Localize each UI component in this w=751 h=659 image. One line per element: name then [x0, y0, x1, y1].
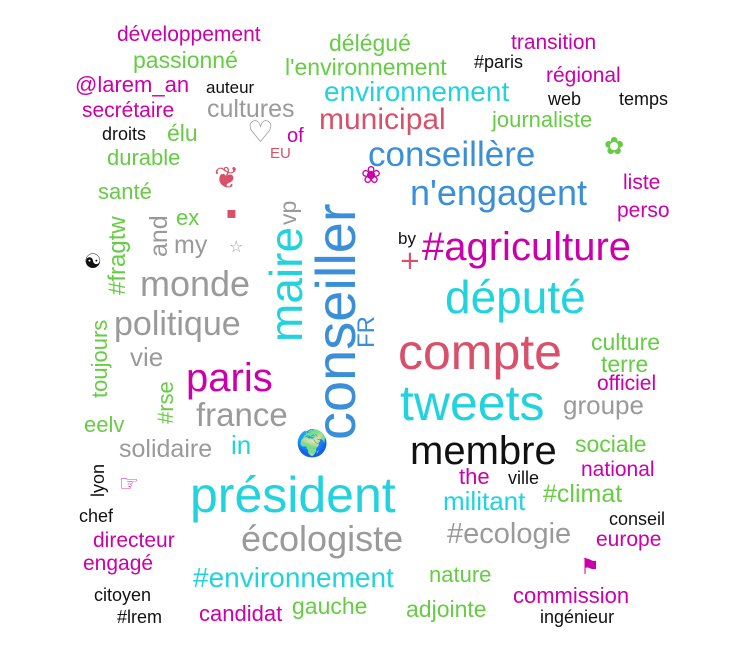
- word-engage: engagé: [83, 552, 154, 575]
- word-monde: monde: [140, 263, 251, 304]
- word-journaliste: journaliste: [492, 107, 593, 132]
- word-militant: militant: [443, 486, 526, 516]
- word-larem-an: @larem_an: [75, 72, 190, 97]
- word-conseillere: conseillère: [368, 135, 536, 174]
- star-icon: ☆: [229, 237, 244, 256]
- globe-icon: 🌍: [296, 429, 329, 459]
- word-europe: europe: [596, 528, 662, 551]
- word-nengagent: n'engagent: [410, 172, 588, 213]
- word-politique: politique: [114, 305, 241, 343]
- word-fr: FR: [353, 316, 380, 348]
- word-maire: maire: [260, 226, 312, 342]
- word-citoyen: citoyen: [94, 585, 152, 605]
- word-cultures: cultures: [207, 95, 295, 123]
- word-delegue: délégué: [329, 30, 411, 56]
- plus-icon: +: [399, 246, 421, 276]
- word-elu: élu: [167, 120, 198, 146]
- word-liste: liste: [623, 171, 661, 194]
- word-environnement: environnement: [324, 76, 510, 107]
- word-hashtag-environnement: #environnement: [193, 562, 394, 593]
- word-perso: perso: [617, 199, 670, 222]
- pointing-hand-icon: ☞: [119, 472, 139, 497]
- word-hashtag-ecologie: #ecologie: [447, 518, 572, 550]
- word-temps: temps: [619, 89, 669, 109]
- word-sociale: sociale: [575, 431, 647, 457]
- word-toujours: toujours: [87, 319, 112, 398]
- word-of: of: [287, 125, 304, 147]
- word-hashtag-fragtw: #fragtw: [104, 216, 131, 295]
- word-chef: chef: [79, 506, 114, 526]
- small-square-icon: ▪: [226, 203, 237, 222]
- word-hashtag-paris: #paris: [474, 52, 524, 72]
- word-ex: ex: [176, 205, 200, 230]
- word-secretaire: secrétaire: [82, 99, 175, 122]
- word-eelv: eelv: [84, 412, 125, 437]
- word-sante: santé: [98, 179, 152, 204]
- word-adjointe: adjointe: [406, 596, 487, 622]
- word-candidat: candidat: [199, 601, 283, 626]
- word-ville: ville: [508, 468, 540, 488]
- word-conseil: conseil: [609, 509, 666, 529]
- word-my: my: [174, 231, 208, 259]
- seedling-icon: ❦: [214, 161, 240, 196]
- word-officiel: officiel: [597, 372, 657, 395]
- word-agriculture: #agriculture: [422, 225, 632, 269]
- word-ingenieur: ingénieur: [540, 607, 615, 627]
- word-droits: droits: [102, 124, 147, 144]
- word-directeur: directeur: [93, 529, 175, 552]
- flower-icon: ✿: [604, 132, 625, 160]
- word-president: président: [190, 467, 396, 523]
- word-solidaire: solidaire: [119, 435, 213, 463]
- word-lyon: lyon: [88, 463, 108, 497]
- word-transition: transition: [511, 31, 597, 54]
- word-and: and: [145, 215, 173, 257]
- word-compte: compte: [398, 324, 562, 380]
- word-terre: terre: [601, 351, 649, 377]
- word-eu: EU: [270, 145, 291, 162]
- yin-yang-icon: ☯: [84, 249, 102, 273]
- word-culture: culture: [591, 329, 661, 355]
- word-auteur: auteur: [206, 78, 255, 97]
- word-passionne: passionné: [133, 47, 238, 73]
- word-commission: commission: [513, 583, 630, 608]
- word-depute: député: [445, 271, 586, 323]
- word-gauche: gauche: [292, 593, 368, 619]
- word-tweets: tweets: [400, 375, 545, 431]
- word-vp: vp: [275, 200, 301, 225]
- flag-icon: ⚑: [580, 555, 600, 580]
- word-hashtag-rse: #rse: [153, 381, 178, 424]
- word-developpement: développement: [117, 23, 261, 46]
- word-france: france: [196, 396, 288, 433]
- word-nature: nature: [429, 562, 492, 587]
- heart-icon: ♡: [247, 115, 274, 150]
- bee-icon: ❀: [361, 161, 382, 189]
- word-lenvironnement: l'environnement: [285, 54, 447, 80]
- word-durable: durable: [107, 145, 181, 170]
- word-national: national: [581, 458, 655, 481]
- word-by: by: [398, 229, 416, 248]
- word-regional: régional: [546, 64, 621, 87]
- word-hashtag-climat: #climat: [543, 480, 623, 508]
- word-in: in: [231, 430, 252, 460]
- word-membre: membre: [410, 429, 557, 473]
- word-groupe: groupe: [563, 390, 644, 420]
- word-vie: vie: [130, 342, 164, 372]
- word-paris: paris: [186, 356, 273, 400]
- word-web: web: [548, 89, 582, 109]
- word-ecologiste: écologiste: [241, 518, 404, 559]
- word-hashtag-lrem: #lrem: [117, 607, 163, 627]
- word-municipal: municipal: [319, 103, 446, 136]
- word-the: the: [459, 464, 490, 489]
